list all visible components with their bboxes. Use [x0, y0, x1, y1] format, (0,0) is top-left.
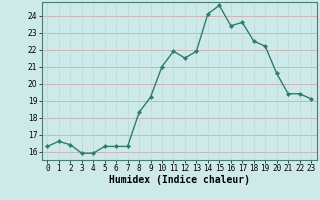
X-axis label: Humidex (Indice chaleur): Humidex (Indice chaleur) — [109, 175, 250, 185]
